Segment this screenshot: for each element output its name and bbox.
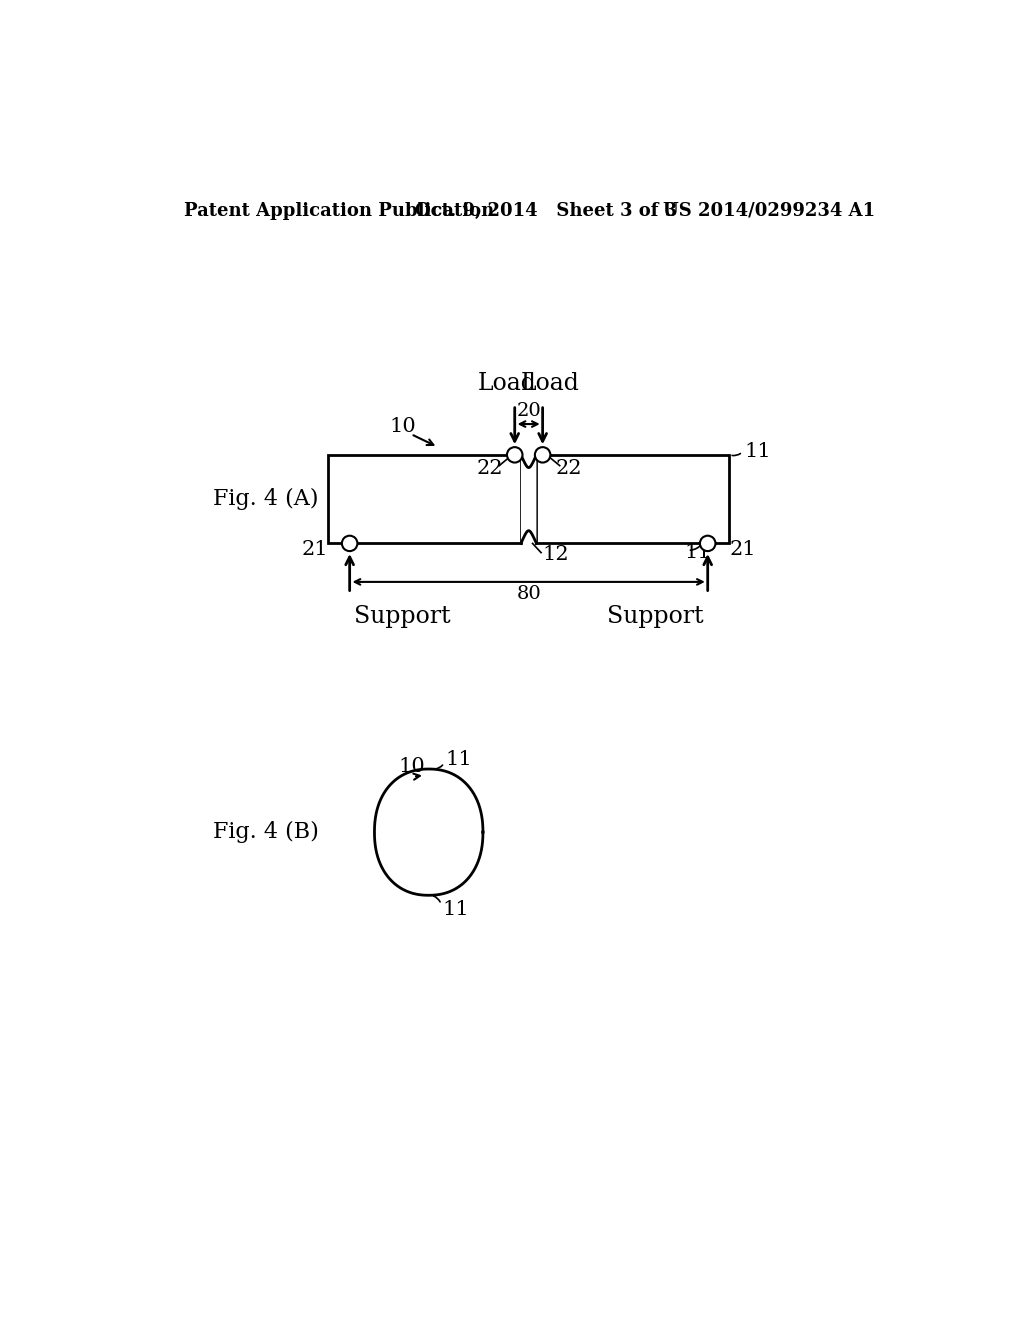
Text: Patent Application Publication: Patent Application Publication [183, 202, 494, 219]
Text: Load: Load [521, 372, 580, 395]
Text: Oct. 9, 2014   Sheet 3 of 3: Oct. 9, 2014 Sheet 3 of 3 [415, 202, 677, 219]
Text: 10: 10 [398, 758, 425, 776]
Text: 11: 11 [442, 900, 469, 919]
Text: 11: 11 [445, 750, 472, 770]
Text: Fig. 4 (B): Fig. 4 (B) [213, 821, 318, 843]
Text: US 2014/0299234 A1: US 2014/0299234 A1 [663, 202, 874, 219]
Text: Fig. 4 (A): Fig. 4 (A) [213, 487, 318, 510]
Text: 10: 10 [390, 417, 417, 436]
Circle shape [535, 447, 550, 462]
Circle shape [507, 447, 522, 462]
Text: 22: 22 [556, 459, 583, 478]
Polygon shape [328, 455, 521, 544]
Polygon shape [375, 770, 483, 895]
Text: 11: 11 [684, 543, 712, 562]
Text: Support: Support [353, 605, 451, 628]
Circle shape [700, 536, 716, 552]
Circle shape [342, 536, 357, 552]
Polygon shape [521, 455, 537, 544]
Text: 21: 21 [301, 540, 328, 560]
Text: 20: 20 [516, 403, 541, 420]
Polygon shape [537, 455, 729, 544]
Text: 80: 80 [516, 585, 541, 603]
Text: Load: Load [477, 372, 537, 395]
Text: 22: 22 [477, 459, 503, 478]
Text: 21: 21 [729, 540, 756, 560]
Text: 11: 11 [744, 442, 771, 461]
Text: Support: Support [607, 605, 703, 628]
Text: 12: 12 [543, 545, 569, 565]
